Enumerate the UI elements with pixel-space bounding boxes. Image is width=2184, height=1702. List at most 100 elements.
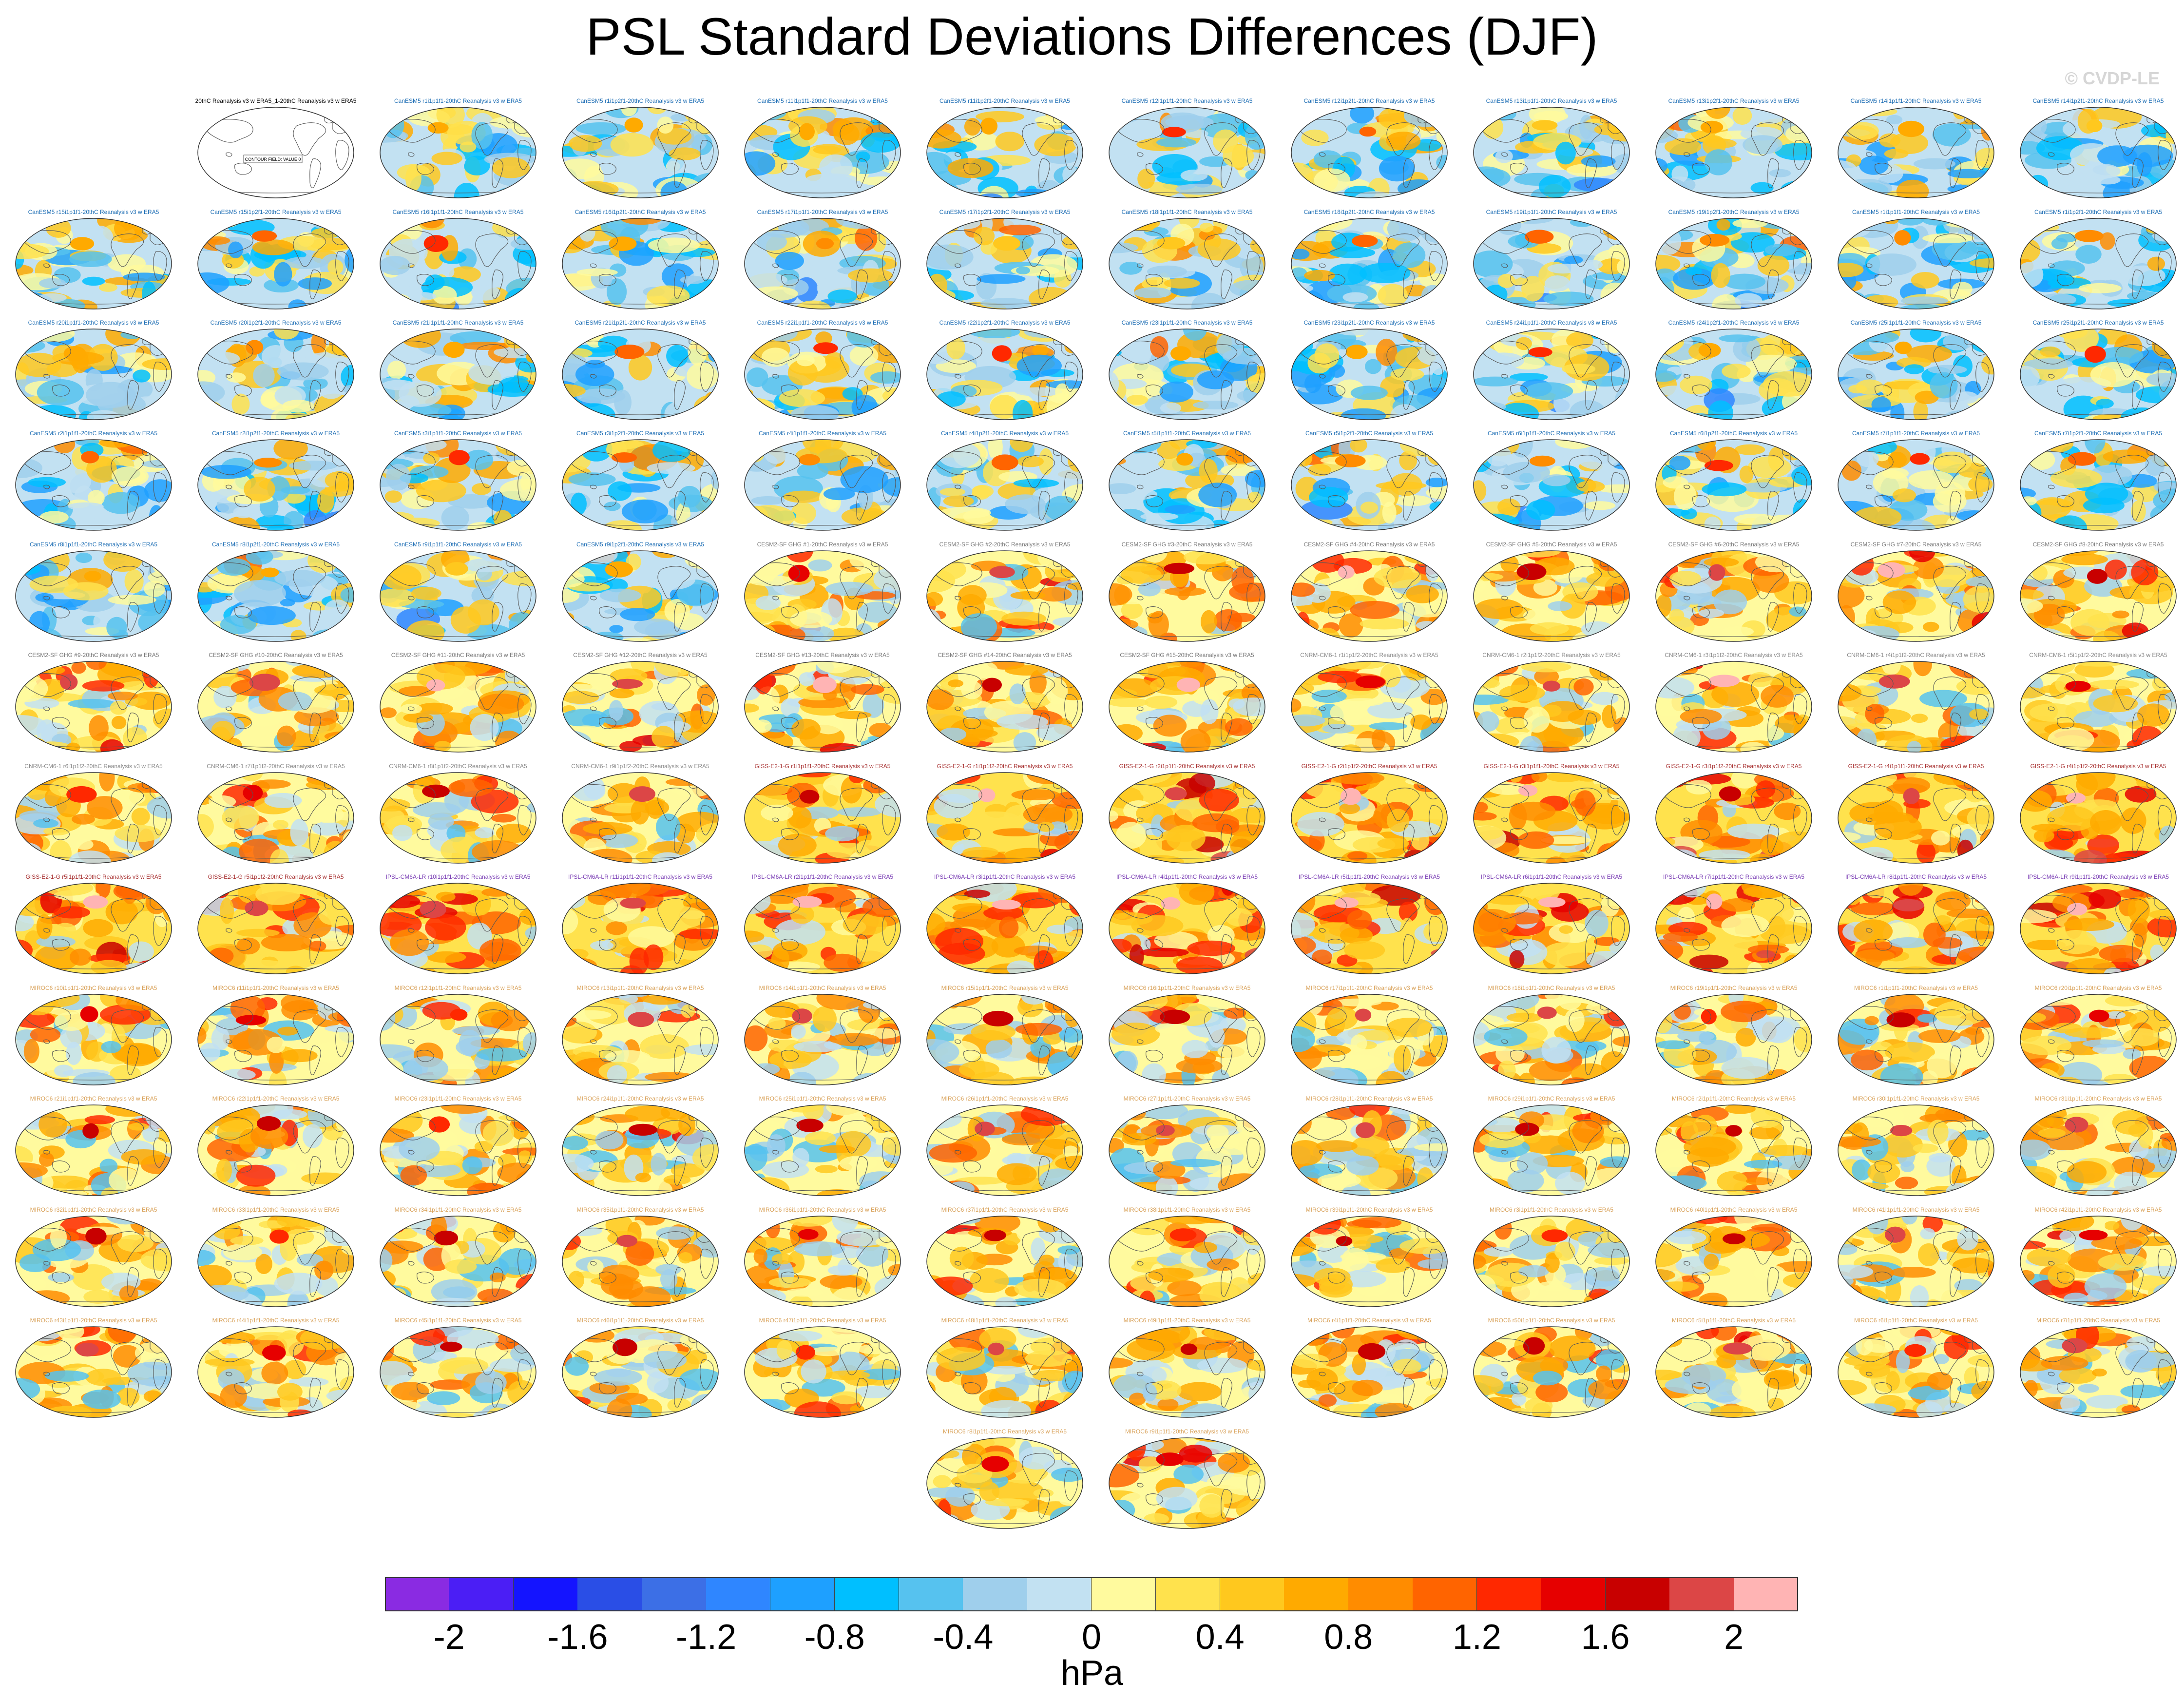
map-panel: CESM2-SF GHG #13-20thC Reanalysis v3 w E… <box>735 652 910 761</box>
map-field-hotspot <box>1164 562 1195 574</box>
map-field-blob <box>1491 107 1516 121</box>
map-field-blob <box>774 173 791 189</box>
map-field-blob <box>1233 219 1264 229</box>
coastline <box>2057 163 2074 175</box>
coastline <box>43 374 50 379</box>
map-field-blob <box>1291 661 1323 669</box>
map-field-blob <box>1750 182 1774 194</box>
map-panel-title: CanESM5 r6i1p1f1-20thC Reanalysis v3 w E… <box>1487 430 1616 437</box>
map-globe <box>380 661 536 753</box>
map-field-blob <box>990 395 1019 419</box>
map-field-blob <box>937 823 971 841</box>
map-field-blob <box>1656 563 1671 572</box>
coastline <box>1386 122 1420 156</box>
coastline <box>1221 158 1232 188</box>
map-field-blob <box>273 440 308 460</box>
map-field-blob <box>1582 260 1603 270</box>
coastline <box>388 230 436 254</box>
map-field-blob <box>1782 329 1812 340</box>
map-field-blob <box>1353 302 1379 309</box>
globe-outline <box>744 439 901 531</box>
map-field-blob <box>2040 346 2061 357</box>
map-field-blob <box>1474 737 1494 752</box>
coastline <box>1692 163 1710 175</box>
map-panel: CanESM5 r24i1p2f1-20thC Reanalysis v3 w … <box>1646 319 1821 429</box>
map-panel: GISS-E2-1-G r4i1p1f2-20thC Reanalysis v3… <box>2011 763 2184 872</box>
map-field-blob <box>1311 689 1347 703</box>
map-field-blob <box>1061 736 1083 745</box>
map-field-blob <box>1116 822 1147 849</box>
coastline <box>1950 158 1961 188</box>
map-field-hotspot <box>448 450 470 465</box>
map-field-blob <box>1730 232 1775 253</box>
coastline <box>1501 152 1508 157</box>
map-panel-title: GISS-E2-1-G r4i1p1f1-20thC Reanalysis v3… <box>1848 763 1984 770</box>
map-field-blob <box>1712 294 1742 309</box>
map-field-blob <box>499 479 536 501</box>
map-field-hotspot <box>1878 674 1910 689</box>
globe-outline <box>562 329 719 420</box>
coastline <box>590 263 597 268</box>
globe-outline <box>380 550 536 642</box>
map-field-blob <box>665 778 702 786</box>
map-field-blob <box>621 499 669 523</box>
map-field-blob <box>1123 218 1146 226</box>
map-background <box>198 107 354 198</box>
map-field-blob <box>1013 479 1059 488</box>
map-field-blob <box>1955 391 1978 404</box>
map-field-blob <box>16 845 36 863</box>
coastline <box>2029 119 2076 143</box>
map-field-blob <box>1838 184 1859 197</box>
map-field-blob <box>517 773 536 786</box>
map-field-hotspot <box>1157 237 1186 250</box>
map-field-blob <box>1581 155 1616 168</box>
map-globe <box>1291 439 1448 531</box>
map-globe <box>1473 107 1630 198</box>
map-panel-title: CESM2-SF GHG #1-20thC Reanalysis v3 w ER… <box>757 541 888 548</box>
coastline <box>24 230 71 254</box>
coastline <box>1751 455 1784 488</box>
map-field-blob <box>1055 294 1083 309</box>
map-field-blob <box>1711 263 1730 288</box>
coastline <box>43 484 50 489</box>
coastline <box>335 362 349 392</box>
globe-outline <box>1109 439 1265 531</box>
map-field-blob <box>292 663 345 678</box>
map-globe <box>2020 439 2177 531</box>
map-field-blob <box>1757 254 1790 276</box>
map-panel-title: CanESM5 r23i1p2f1-20thC Reanalysis v3 w … <box>1303 319 1435 326</box>
map-field-blob <box>412 140 434 151</box>
map-field-blob <box>686 363 718 390</box>
map-panel-title: CanESM5 r15i1p2f1-20thC Reanalysis v3 w … <box>210 209 342 215</box>
map-field-blob <box>37 379 84 406</box>
map-field-blob <box>1330 704 1348 721</box>
coastline <box>1038 491 1050 521</box>
map-panel: CanESM5 r24i1p1f1-20thC Reanalysis v3 w … <box>1464 319 1639 429</box>
map-field-blob <box>687 443 718 452</box>
map-field-hotspot <box>609 236 637 251</box>
map-field-blob <box>1669 571 1701 587</box>
map-field-blob <box>1034 133 1077 156</box>
map-field-blob <box>775 251 804 270</box>
map-field-blob <box>2061 553 2108 565</box>
coastline <box>2057 385 2074 397</box>
map-panel-title: CNRM-CM6-1 r4i1p1f2-20thC Reanalysis v3 … <box>1847 652 1985 658</box>
map-field-blob <box>123 272 166 282</box>
map-field-blob <box>568 472 616 486</box>
map-panel-title: CanESM5 r3i1p2f1-20thC Reanalysis v3 w E… <box>576 430 705 437</box>
map-field-blob <box>819 154 853 180</box>
coastline <box>206 562 253 586</box>
map-field-blob <box>16 264 34 277</box>
coastline <box>2048 484 2055 489</box>
coastline <box>1875 274 1892 286</box>
coastline <box>1793 251 1807 281</box>
map-field-blob <box>599 588 641 602</box>
map-field-blob <box>1291 634 1316 641</box>
coastline <box>388 341 436 365</box>
map-panel-title: GISS-E2-1-G r1i1p1f2-20thC Reanalysis v3… <box>937 763 1073 770</box>
map-field-blob <box>446 218 489 236</box>
globe-outline <box>197 218 354 309</box>
map-field-blob <box>669 147 701 160</box>
map-field-blob <box>1119 561 1158 572</box>
map-panel-title: CNRM-CM6-1 r1i1p1f2-20thC Reanalysis v3 … <box>1300 652 1438 658</box>
